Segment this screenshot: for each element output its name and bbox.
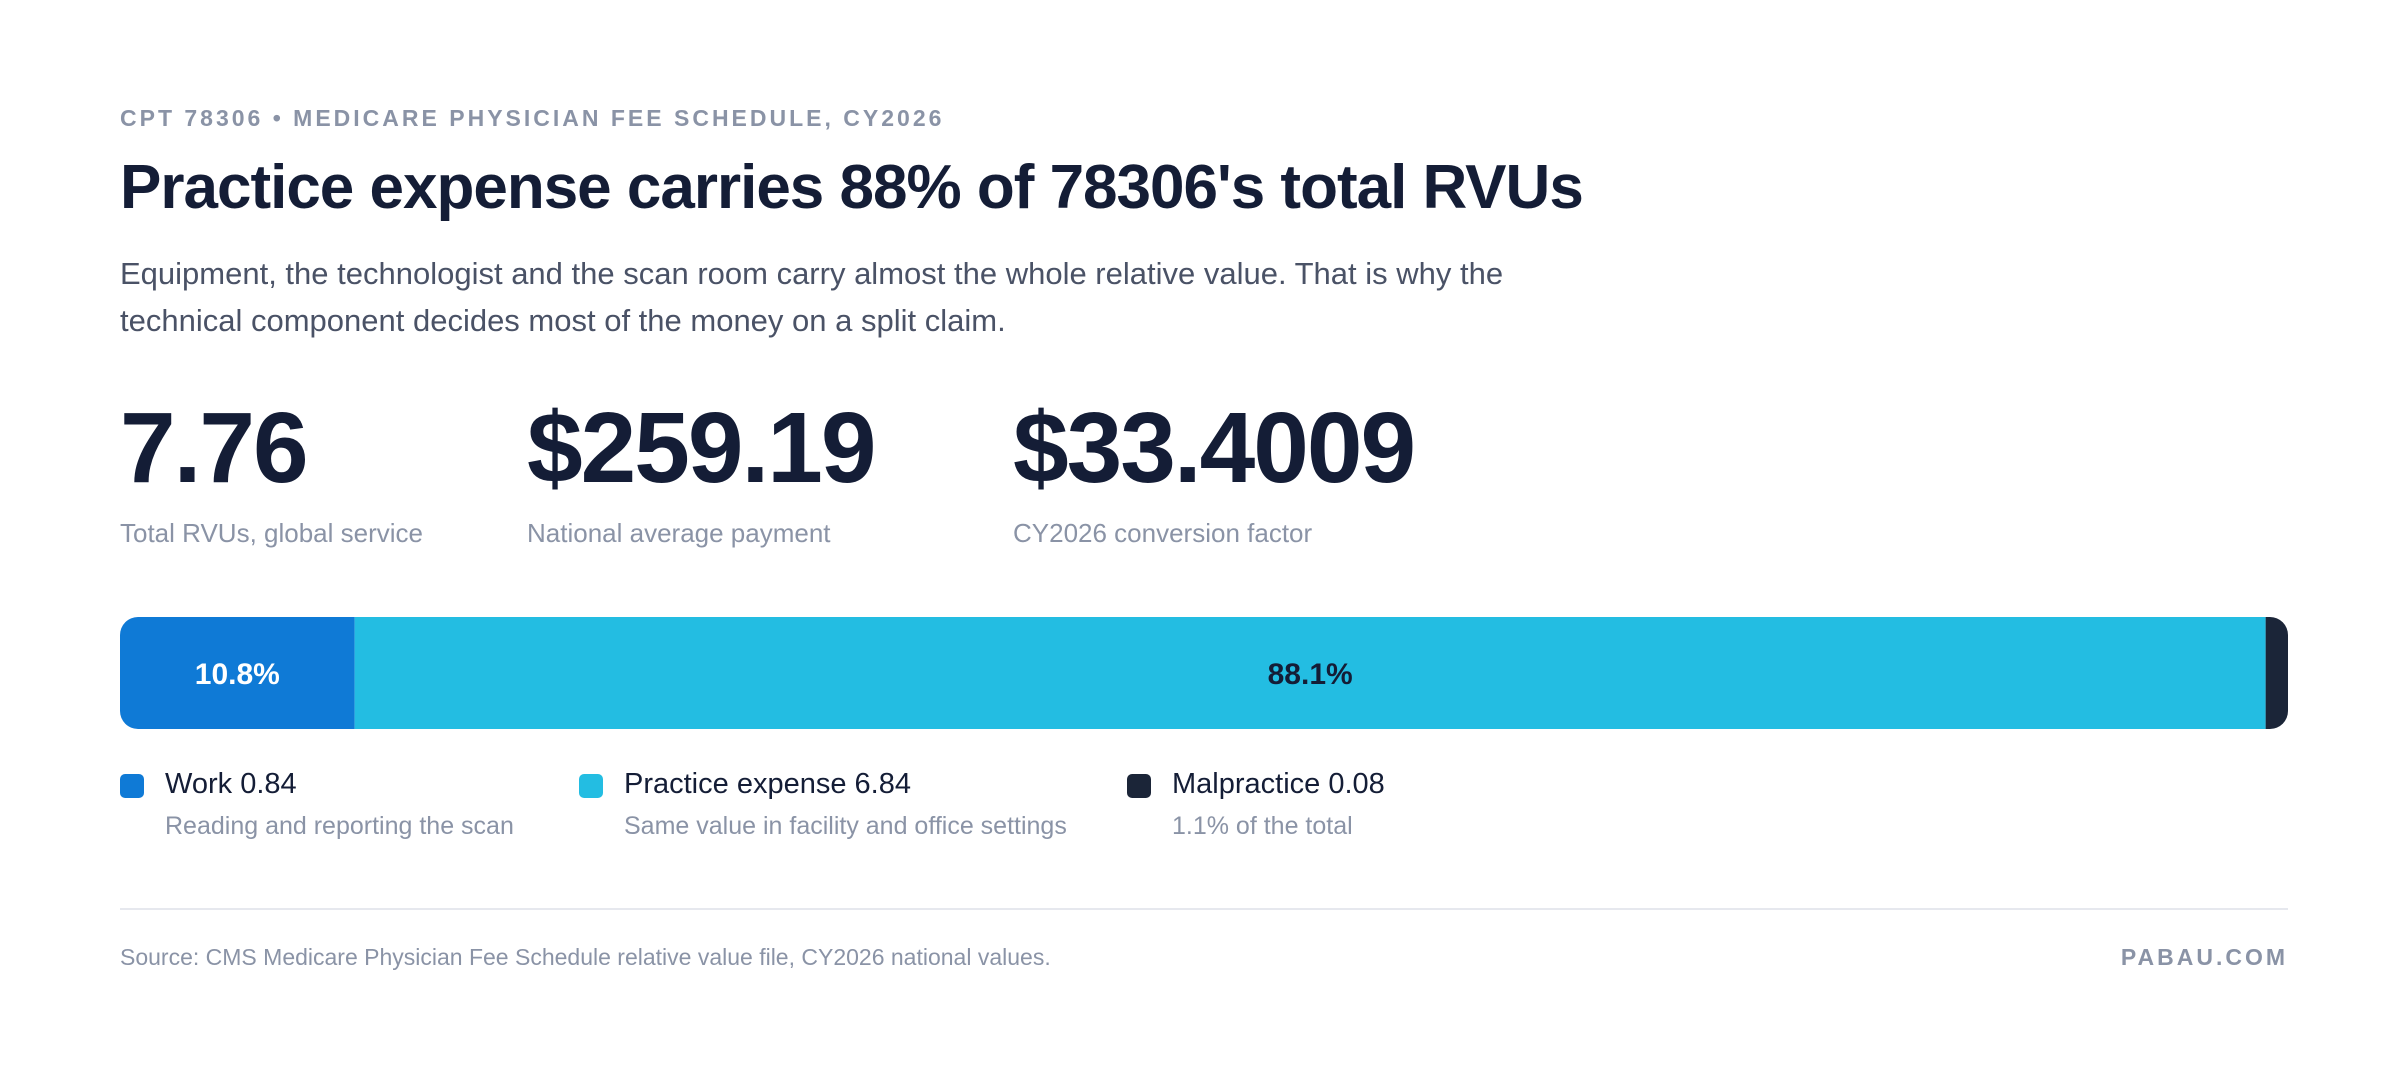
brand-logo: PABAU.COM [2120, 944, 2288, 970]
bar-data-label: 88.1% [1268, 658, 1353, 691]
bar-segment-work [120, 617, 355, 729]
stacked-bar-svg: 10.8% 88.1% [120, 617, 2288, 729]
stacked-bar-chart: 10.8% 88.1% [120, 617, 2288, 729]
stat-label: CY2026 conversion factor [1013, 518, 1313, 548]
stat-national-payment: $259.19 National average payment [527, 392, 876, 549]
stat-label: National average payment [527, 518, 831, 548]
legend-swatch [579, 774, 603, 798]
subtitle: Equipment, the technologist and the scan… [120, 256, 1504, 338]
legend-note: Same value in facility and office settin… [624, 812, 1067, 840]
page-title: Practice expense carries 88% of 78306's … [120, 153, 1584, 222]
legend-title: Practice expense 6.84 [624, 768, 911, 800]
legend-note: 1.1% of the total [1172, 812, 1353, 840]
stat-label: Total RVUs, global service [120, 518, 423, 548]
legend-title: Malpractice 0.08 [1172, 768, 1385, 800]
legend-swatch [1127, 774, 1151, 798]
bar-data-label: 10.8% [195, 658, 280, 691]
stat-value: $33.4009 [1013, 392, 1416, 504]
stat-value: $259.19 [527, 392, 876, 504]
legend-swatch [120, 774, 144, 798]
bar-segment-practice-expense [354, 617, 2266, 729]
bar-segment-malpractice [2265, 617, 2288, 729]
source-note: Source: CMS Medicare Physician Fee Sched… [120, 944, 1051, 970]
divider [120, 908, 2288, 910]
legend-title: Work 0.84 [165, 768, 297, 800]
stat-value: 7.76 [120, 392, 309, 504]
stat-total-rvus: 7.76 Total RVUs, global service [120, 398, 423, 549]
stat-conversion-factor: $33.4009 CY2026 conversion factor [1013, 392, 1416, 549]
legend-note: Reading and reporting the scan [165, 812, 514, 840]
eyebrow: CPT 78306 • MEDICARE PHYSICIAN FEE SCHED… [120, 105, 945, 131]
